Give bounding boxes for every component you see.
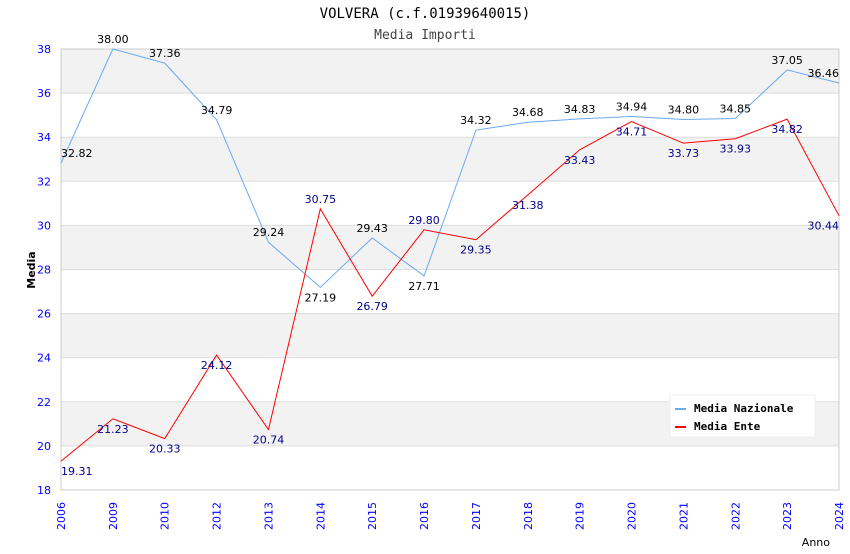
x-tick-label: 2020 bbox=[626, 502, 639, 530]
data-label: 29.35 bbox=[460, 244, 492, 257]
y-tick-label: 24 bbox=[37, 352, 51, 365]
x-tick-label: 2021 bbox=[677, 502, 690, 530]
data-label: 19.31 bbox=[61, 465, 93, 478]
data-label: 34.79 bbox=[201, 104, 233, 117]
x-tick-label: 2024 bbox=[833, 502, 846, 530]
data-label: 36.46 bbox=[808, 67, 840, 80]
y-tick-label: 34 bbox=[37, 131, 51, 144]
chart-subtitle: Media Importi bbox=[374, 28, 476, 43]
data-label: 34.68 bbox=[512, 106, 544, 119]
x-tick-label: 2009 bbox=[107, 502, 120, 530]
data-label: 34.80 bbox=[668, 104, 700, 117]
grid-band bbox=[61, 137, 839, 182]
data-label: 34.94 bbox=[616, 100, 648, 113]
grid-band bbox=[61, 49, 839, 94]
y-tick-label: 30 bbox=[37, 219, 51, 232]
data-label: 33.93 bbox=[720, 143, 752, 156]
data-label: 27.71 bbox=[408, 280, 440, 293]
y-tick-label: 28 bbox=[37, 264, 51, 277]
data-label: 33.73 bbox=[668, 147, 700, 160]
chart-title: VOLVERA (c.f.01939640015) bbox=[320, 6, 531, 22]
legend: Media Nazionale Media Ente bbox=[669, 394, 816, 438]
y-tick-label: 20 bbox=[37, 440, 51, 453]
y-tick-label: 26 bbox=[37, 308, 51, 321]
data-label: 34.85 bbox=[720, 102, 752, 115]
data-label: 34.32 bbox=[460, 114, 492, 127]
grid-band bbox=[61, 93, 839, 138]
grid-band bbox=[61, 357, 839, 402]
grid-band bbox=[61, 313, 839, 358]
x-tick-label: 2018 bbox=[522, 502, 535, 530]
data-label: 29.24 bbox=[253, 226, 285, 239]
legend-label-nazionale: Media Nazionale bbox=[694, 402, 794, 415]
x-tick-label: 2014 bbox=[314, 502, 327, 530]
grid-band bbox=[61, 445, 839, 490]
data-label: 30.44 bbox=[808, 220, 840, 233]
data-label: 34.82 bbox=[771, 123, 803, 136]
data-label: 20.33 bbox=[149, 443, 181, 456]
data-label: 31.38 bbox=[512, 199, 544, 212]
legend-label-ente: Media Ente bbox=[694, 420, 761, 433]
data-label: 24.12 bbox=[201, 359, 233, 372]
x-tick-label: 2016 bbox=[418, 502, 431, 530]
data-label: 29.43 bbox=[356, 222, 388, 235]
series-line-0 bbox=[60, 48, 840, 289]
y-tick-label: 18 bbox=[37, 484, 51, 497]
x-axis-label: Anno bbox=[802, 536, 830, 549]
x-tick-label: 2013 bbox=[262, 502, 275, 530]
data-label: 38.00 bbox=[97, 33, 129, 46]
data-label: 21.23 bbox=[97, 423, 129, 436]
grid-band bbox=[61, 269, 839, 314]
x-tick-label: 2006 bbox=[55, 502, 68, 530]
data-label: 26.79 bbox=[356, 300, 388, 313]
y-tick-label: 38 bbox=[37, 43, 51, 56]
data-label: 20.74 bbox=[253, 434, 285, 447]
x-tick-label: 2017 bbox=[470, 502, 483, 530]
x-tick-label: 2022 bbox=[729, 502, 742, 530]
data-label: 32.82 bbox=[61, 147, 93, 160]
data-label: 33.43 bbox=[564, 154, 596, 167]
x-tick-label: 2012 bbox=[211, 502, 224, 530]
y-axis-label: Media bbox=[25, 251, 38, 288]
x-tick-label: 2019 bbox=[574, 502, 587, 530]
data-label: 34.71 bbox=[616, 126, 648, 139]
x-tick-label: 2015 bbox=[366, 502, 379, 530]
data-label: 37.36 bbox=[149, 47, 181, 60]
data-label: 34.83 bbox=[564, 103, 596, 116]
data-label: 27.19 bbox=[305, 291, 337, 304]
y-tick-label: 36 bbox=[37, 87, 51, 100]
series-line-1 bbox=[60, 118, 840, 462]
grid-band bbox=[61, 225, 839, 270]
y-tick-label: 32 bbox=[37, 175, 51, 188]
data-label: 37.05 bbox=[771, 54, 803, 67]
plot-border bbox=[60, 48, 840, 491]
data-label: 29.80 bbox=[408, 214, 440, 227]
data-label: 30.75 bbox=[305, 193, 337, 206]
y-tick-label: 22 bbox=[37, 396, 51, 409]
x-tick-label: 2023 bbox=[781, 502, 794, 530]
x-tick-label: 2010 bbox=[159, 502, 172, 530]
